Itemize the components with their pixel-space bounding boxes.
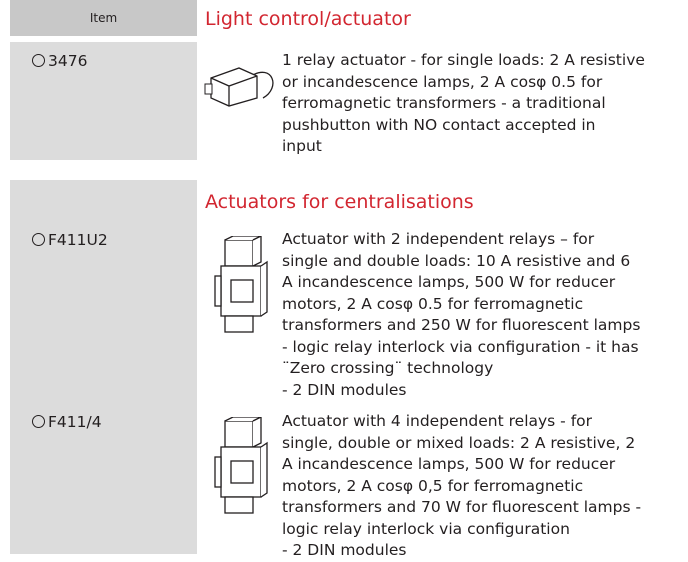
description-line: motors, 2 A cosφ 0,5 for ferromagnetic bbox=[282, 476, 584, 495]
description-line: ferromagnetic transformers - a tradition… bbox=[282, 94, 606, 112]
description-line: or incandescence lamps, 2 A cosφ 0.5 for bbox=[282, 72, 603, 91]
description-line: single, double or mixed loads: 2 A resis… bbox=[282, 433, 636, 452]
item-code: F411/4 bbox=[32, 413, 102, 431]
description-line: - 2 DIN modules bbox=[282, 541, 407, 559]
product-image bbox=[204, 67, 274, 107]
description-line: Actuator with 2 independent relays – for bbox=[282, 230, 595, 248]
description-line: transformers and 250 W for fluorescent l… bbox=[282, 316, 641, 334]
description-line: 1 relay actuator - for single loads: 2 A… bbox=[282, 51, 645, 69]
description-line: transformers and 70 W for fluorescent la… bbox=[282, 498, 642, 516]
description-line: - logic relay interlock via configuratio… bbox=[282, 337, 639, 356]
description-line: A incandescence lamps, 500 W for reducer bbox=[282, 455, 616, 473]
description-line: ¨Zero crossing¨ technology bbox=[282, 359, 494, 377]
description-line: A incandescence lamps, 500 W for reducer bbox=[282, 273, 616, 291]
product-image bbox=[214, 236, 268, 333]
description-line: single and double loads: 10 A resistive … bbox=[282, 251, 631, 270]
description-line: Actuator with 4 independent relays - for bbox=[282, 412, 592, 430]
item-code: F411U2 bbox=[32, 231, 108, 249]
section-title: Actuators for centralisations bbox=[205, 191, 474, 213]
description-line: motors, 2 A cosφ 0.5 for ferromagnetic bbox=[282, 294, 584, 313]
item-header: Item bbox=[10, 0, 197, 36]
item-description: Actuator with 2 independent relays – for… bbox=[282, 229, 640, 401]
product-image bbox=[214, 417, 268, 514]
item-code: 3476 bbox=[32, 52, 87, 70]
description-line: logic relay interlock via configuration bbox=[282, 519, 570, 538]
description-line: pushbutton with NO contact accepted in bbox=[282, 115, 596, 134]
section-title: Light control/actuator bbox=[205, 8, 411, 30]
description-line: input bbox=[282, 137, 322, 155]
item-description: 1 relay actuator - for single loads: 2 A… bbox=[282, 50, 645, 158]
item-description: Actuator with 4 independent relays - for… bbox=[282, 411, 641, 562]
description-line: - 2 DIN modules bbox=[282, 380, 407, 399]
